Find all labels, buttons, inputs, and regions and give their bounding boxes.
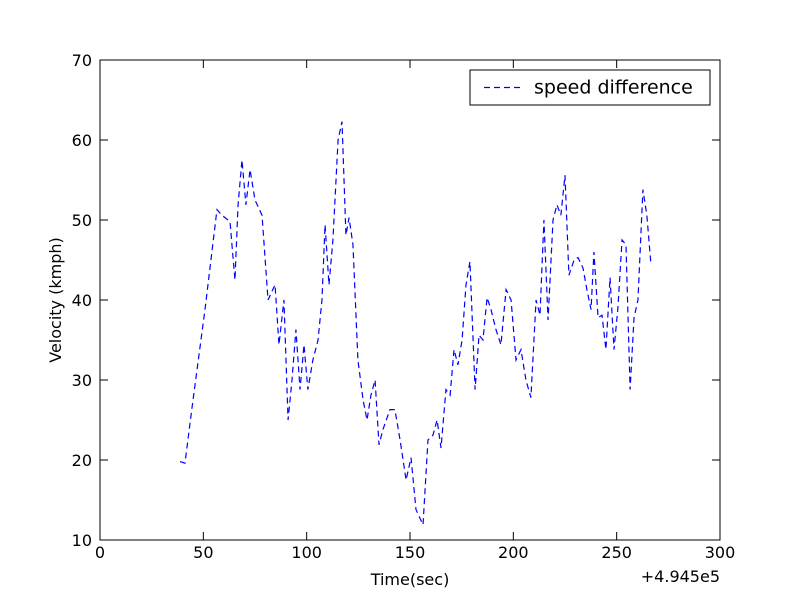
y-tick-label: 10	[72, 531, 92, 550]
x-axis-label: Time(sec)	[370, 570, 450, 589]
line-series	[179, 121, 652, 526]
x-tick-label: 200	[498, 543, 529, 562]
x-offset-label: +4.945e5	[641, 567, 720, 586]
y-tick-label: 70	[72, 51, 92, 70]
y-tick-label: 60	[72, 131, 92, 150]
x-tick-label: 100	[291, 543, 322, 562]
y-tick-label: 20	[72, 451, 92, 470]
x-tick-label: 250	[601, 543, 632, 562]
x-tick-label: 300	[705, 543, 736, 562]
x-tick-label: 0	[95, 543, 105, 562]
y-axis-label: Velocity (kmph)	[46, 237, 65, 362]
y-tick-label: 50	[72, 211, 92, 230]
y-tick-label: 40	[72, 291, 92, 310]
plot-frame	[99, 59, 721, 541]
x-tick-label: 150	[395, 543, 426, 562]
legend-label: speed difference	[534, 77, 693, 99]
y-tick-label: 30	[72, 371, 92, 390]
x-tick-label: 50	[193, 543, 213, 562]
